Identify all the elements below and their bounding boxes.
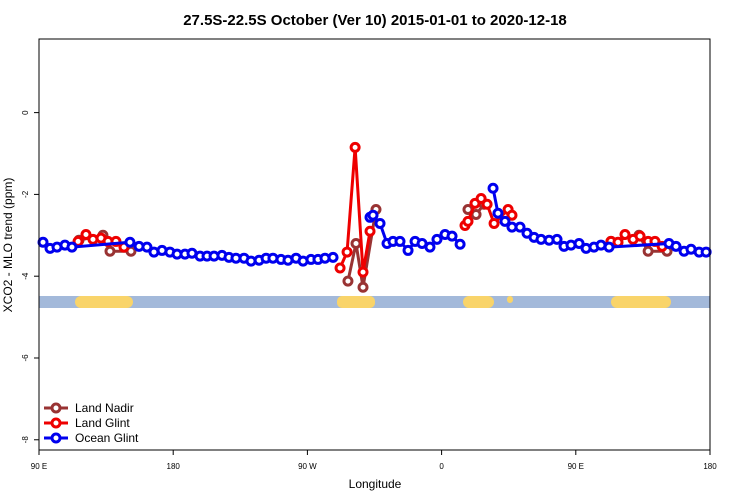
data-point — [350, 237, 362, 249]
x-tick-label: 180 — [167, 462, 181, 471]
legend-marker — [50, 417, 62, 429]
data-point — [431, 233, 443, 245]
x-tick-label: 90 E — [568, 462, 584, 471]
land-ocean-mask — [39, 296, 710, 308]
data-point — [487, 182, 499, 194]
data-point — [349, 141, 361, 153]
x-tick-label: 90 W — [298, 462, 317, 471]
data-point — [374, 217, 386, 229]
data-point — [80, 228, 92, 240]
data-point — [394, 235, 406, 247]
data-point — [499, 215, 511, 227]
data-point — [506, 209, 518, 221]
y-tick-label: -4 — [21, 272, 30, 280]
data-point — [619, 228, 631, 240]
data-point — [642, 245, 654, 257]
x-tick-label: 180 — [703, 462, 717, 471]
x-tick-label: 0 — [439, 462, 444, 471]
data-point — [357, 281, 369, 293]
chart-title: 27.5S-22.5S October (Ver 10) 2015-01-01 … — [183, 12, 567, 29]
y-tick-label: -8 — [21, 436, 30, 444]
data-point — [551, 233, 563, 245]
data-point — [462, 215, 474, 227]
legend-label: Ocean Glint — [75, 431, 139, 445]
data-point — [367, 209, 379, 221]
data-point — [327, 251, 339, 263]
y-tick-label: 0 — [21, 110, 30, 115]
data-point — [357, 266, 369, 278]
data-point — [364, 225, 376, 237]
data-point — [402, 244, 414, 256]
data-point — [66, 241, 78, 253]
y-tick-label: -2 — [21, 190, 30, 198]
x-tick-label: 90 E — [31, 462, 47, 471]
data-point — [334, 262, 346, 274]
legend-label: Land Glint — [75, 416, 130, 430]
data-point — [104, 245, 116, 257]
data-point — [342, 275, 354, 287]
data-point — [670, 240, 682, 252]
data-point — [124, 236, 136, 248]
data-point — [481, 198, 493, 210]
data-point — [446, 230, 458, 242]
data-point — [634, 230, 646, 242]
x-axis-label: Longitude — [349, 477, 402, 491]
plot-frame — [38, 38, 711, 451]
legend-marker — [50, 402, 62, 414]
y-axis-label: XCO2 - MLO trend (ppm) — [1, 178, 15, 313]
data-point — [341, 246, 353, 258]
data-point — [141, 241, 153, 253]
y-tick-label: -6 — [21, 354, 30, 362]
data-point — [514, 221, 526, 233]
data-point — [424, 241, 436, 253]
data-point — [488, 217, 500, 229]
legend-marker — [50, 432, 62, 444]
data-point — [492, 207, 504, 219]
data-point — [603, 241, 615, 253]
legend-label: Land Nadir — [75, 401, 134, 415]
data-point — [454, 238, 466, 250]
data-point — [700, 246, 712, 258]
data-point — [573, 237, 585, 249]
